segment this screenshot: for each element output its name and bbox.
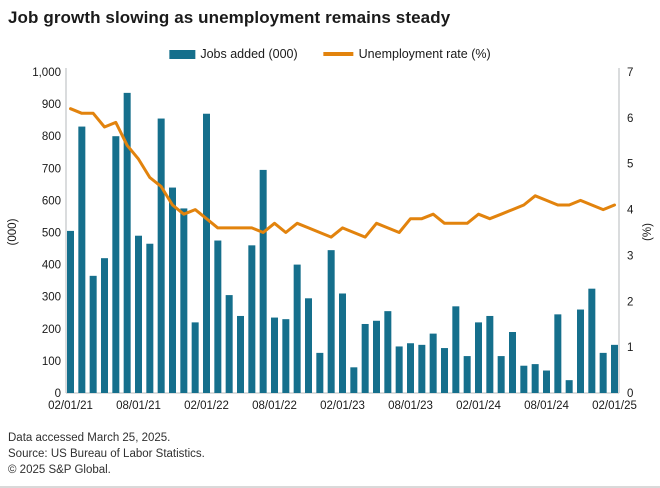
bar-01/01/24 (463, 356, 471, 393)
bar-03/01/24 (486, 315, 494, 393)
bar-03/01/23 (350, 367, 358, 393)
footer-accessed-note: Data accessed March 25, 2025. (8, 432, 171, 444)
x-axis-tick-02/01/23: 02/01/23 (320, 400, 365, 412)
x-axis-tick-08/01/23: 08/01/23 (388, 400, 433, 412)
bar-02/01/25 (611, 344, 618, 393)
bar-11/01/24 (577, 309, 584, 393)
chart-footer: Data accessed March 25, 2025. Source: US… (8, 430, 205, 478)
bar-04/01/22 (225, 295, 233, 393)
legend-item-jobs-added: Jobs added (000) (169, 47, 298, 61)
left-axis-tick-0: 0 (55, 388, 61, 400)
bar-04/01/21 (89, 275, 97, 393)
bar-05/01/22 (237, 315, 244, 393)
footer-copyright-note: © 2025 S&P Global. (8, 464, 111, 476)
right-axis-tick-5: 5 (627, 159, 633, 171)
bar-12/01/24 (588, 288, 596, 393)
bar-05/01/21 (101, 258, 108, 393)
bar-06/01/22 (248, 245, 256, 393)
chart-title: Job growth slowing as unemployment remai… (8, 8, 451, 27)
legend-item-unemployment-rate: Unemployment rate (%) (323, 47, 491, 61)
bar-10/01/22 (293, 264, 301, 393)
right-axis-tick-7: 7 (627, 67, 633, 79)
left-axis-tick-500: 500 (42, 228, 61, 240)
bar-06/01/21 (112, 136, 120, 393)
left-axis-tick-400: 400 (42, 260, 61, 272)
legend-label: Unemployment rate (%) (358, 47, 491, 61)
bar-12/01/22 (316, 352, 324, 393)
bar-07/01/23 (395, 346, 403, 393)
x-axis-tick-02/01/21: 02/01/21 (48, 400, 93, 412)
bar-12/01/21 (180, 208, 188, 393)
right-axis-unit-label: (%) (642, 223, 654, 241)
bar-03/01/21 (78, 126, 86, 393)
left-axis-tick-600: 600 (42, 195, 61, 207)
bar-12/01/23 (452, 306, 460, 393)
left-axis-tick-300: 300 (42, 292, 61, 304)
bar-10/01/23 (429, 333, 437, 393)
bar-08/01/24 (543, 370, 550, 393)
bar-07/01/22 (259, 169, 267, 393)
x-axis-tick-08/01/24: 08/01/24 (524, 400, 569, 412)
bar-08/01/23 (407, 343, 414, 393)
bar-08/01/21 (135, 235, 142, 393)
x-axis-tick-08/01/21: 08/01/21 (116, 400, 161, 412)
bar-02/01/23 (339, 293, 346, 393)
bar-07/01/21 (123, 92, 131, 394)
bar-11/01/21 (169, 187, 176, 393)
bar-01/01/22 (191, 322, 199, 393)
x-axis-tick-02/01/22: 02/01/22 (184, 400, 229, 412)
bar-10/01/24 (565, 380, 573, 393)
legend-line-swatch (323, 52, 354, 56)
bar-04/01/23 (361, 323, 369, 393)
left-axis-tick-100: 100 (42, 356, 61, 368)
bar-05/01/23 (373, 320, 380, 393)
left-axis-tick-900: 900 (42, 99, 61, 111)
bar-04/01/24 (497, 356, 505, 393)
bar-05/01/24 (509, 332, 516, 393)
right-axis-tick-4: 4 (627, 205, 634, 217)
left-axis-tick-200: 200 (42, 324, 61, 336)
x-axis-tick-02/01/24: 02/01/24 (456, 400, 501, 412)
right-axis-tick-6: 6 (627, 113, 633, 125)
legend-label: Jobs added (000) (200, 47, 298, 61)
bar-02/01/22 (203, 113, 210, 393)
right-axis-tick-3: 3 (627, 250, 633, 262)
right-axis-tick-1: 1 (627, 342, 633, 354)
footer-source-note: Source: US Bureau of Labor Statistics. (8, 448, 205, 460)
bar-07/01/24 (531, 364, 539, 393)
bar-09/01/24 (554, 314, 562, 393)
legend-bar-swatch (169, 49, 196, 59)
bar-10/01/21 (157, 118, 165, 394)
unemployment-line (69, 107, 616, 239)
bar-09/01/22 (282, 319, 290, 393)
left-axis-tick-1,000: 1,000 (32, 67, 61, 79)
bar-09/01/23 (418, 344, 426, 393)
bar-11/01/22 (305, 298, 312, 393)
left-axis-tick-800: 800 (42, 131, 61, 143)
right-axis-tick-2: 2 (627, 296, 633, 308)
bar-01/01/23 (327, 250, 335, 393)
bar-11/01/23 (441, 348, 448, 393)
bar-02/01/21 (67, 230, 74, 393)
bar-03/01/22 (214, 240, 222, 393)
bottom-border (0, 486, 660, 488)
x-axis-tick-08/01/22: 08/01/22 (252, 400, 297, 412)
chart-legend: Jobs added (000) Unemployment rate (%) (169, 47, 491, 61)
bar-06/01/23 (384, 311, 392, 393)
right-axis-tick-0: 0 (627, 388, 633, 400)
bar-09/01/21 (146, 243, 154, 393)
left-axis-unit-label: (000) (7, 218, 19, 245)
bar-08/01/22 (271, 317, 278, 393)
bar-06/01/24 (520, 365, 528, 393)
x-axis-tick-02/01/25: 02/01/25 (592, 400, 637, 412)
bar-02/01/24 (475, 322, 482, 393)
left-axis-tick-700: 700 (42, 163, 61, 175)
bar-01/01/25 (599, 352, 607, 393)
